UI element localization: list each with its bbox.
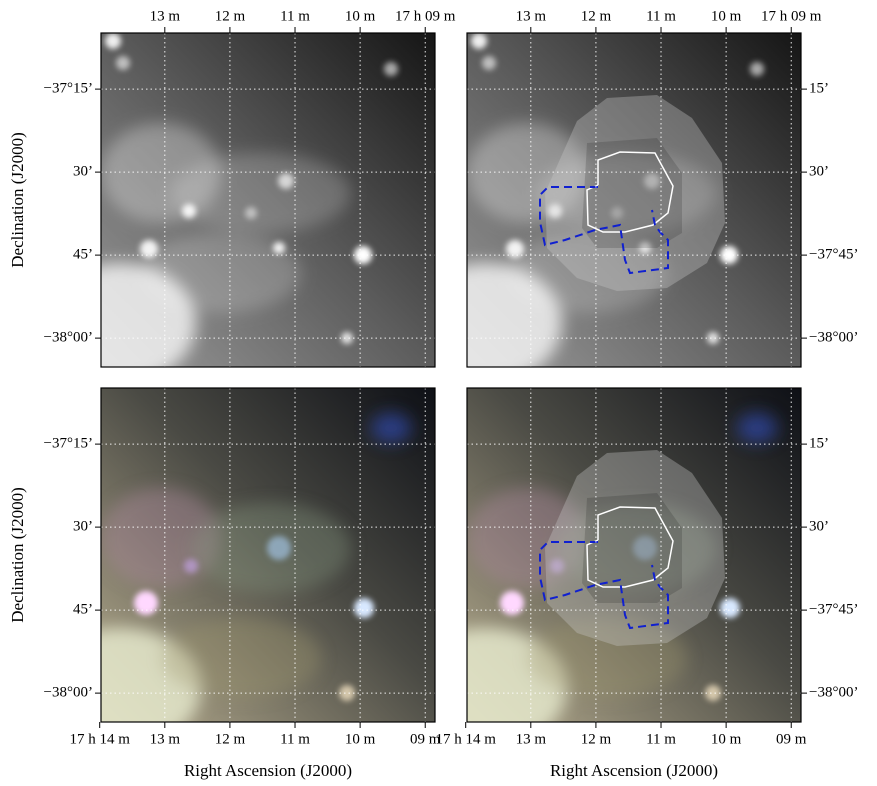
y-tick-label: 30’ <box>809 519 829 535</box>
y-tick-label: 30’ <box>73 164 93 180</box>
y-tick-label: −38°00’ <box>44 685 93 701</box>
x-tick-label: 09 m <box>410 731 441 747</box>
y-axis-label: Declination (J2000) <box>8 487 27 623</box>
x-tick-label: 13 m <box>150 731 181 747</box>
y-tick-label: 45’ <box>73 602 93 618</box>
x-tick-label: 12 m <box>215 731 246 747</box>
y-tick-label: −38°00’ <box>809 685 858 701</box>
y-tick-label: −38°00’ <box>44 330 93 346</box>
x-tick-label: 12 m <box>215 8 246 24</box>
y-tick-label: −37°45’ <box>809 247 858 263</box>
y-tick-label: 45’ <box>73 247 93 263</box>
x-tick-label: 12 m <box>581 8 612 24</box>
y-tick-label: −37°15’ <box>44 436 93 452</box>
x-tick-label: 13 m <box>150 8 181 24</box>
x-tick-label: 11 m <box>280 8 310 24</box>
x-tick-label: 10 m <box>711 731 742 747</box>
x-tick-label: 12 m <box>581 731 612 747</box>
y-tick-label: −37°45’ <box>809 602 858 618</box>
y-tick-label: −37°15’ <box>44 81 93 97</box>
panel-frame <box>100 387 436 723</box>
image-layer <box>46 33 435 383</box>
sky-image <box>412 33 801 383</box>
y-tick-label: 30’ <box>809 164 829 180</box>
x-tick-label: 09 m <box>776 731 807 747</box>
x-tick-label: 13 m <box>516 731 547 747</box>
x-tick-label: 11 m <box>646 8 676 24</box>
x-tick-label: 11 m <box>280 731 310 747</box>
x-tick-label: 17 h 14 m <box>435 731 496 747</box>
x-tick-label: 17 h 09 m <box>761 8 822 24</box>
panel-frame <box>466 32 802 368</box>
y-tick-label: 15’ <box>809 81 829 97</box>
y-axis-label: Declination (J2000) <box>8 132 27 268</box>
x-tick-label: 17 h 14 m <box>69 731 130 747</box>
x-tick-label: 10 m <box>711 8 742 24</box>
x-tick-label: 11 m <box>646 731 676 747</box>
x-tick-label: 13 m <box>516 8 547 24</box>
panel-frame <box>466 387 802 723</box>
x-tick-label: 17 h 09 m <box>395 8 456 24</box>
panel: 17 h 14 m 13 m 12 m 11 m 10 m 09 m 15’ 30’ −37°4… <box>435 387 858 780</box>
panel-frame <box>100 32 436 368</box>
y-tick-label: 30’ <box>73 519 93 535</box>
panel: 17 h 14 m 13 m 12 m 11 m 10 m 09 m −37°15’ 30’ 4… <box>8 387 441 780</box>
x-axis-label: Right Ascension (J2000) <box>184 761 352 780</box>
y-tick-label: −38°00’ <box>809 330 858 346</box>
sky-image <box>46 33 435 383</box>
x-tick-label: 10 m <box>345 8 376 24</box>
panel: 13 m 12 m 11 m 10 m 17 h 09 m −37°15’ 30’ 45’ −3… <box>8 8 456 383</box>
x-tick-label: 10 m <box>345 731 376 747</box>
y-tick-label: 15’ <box>809 436 829 452</box>
panel: 13 m 12 m 11 m 10 m 17 h 09 m 15’ 30’ −37°45’ −3… <box>412 8 858 383</box>
x-axis-label: Right Ascension (J2000) <box>550 761 718 780</box>
